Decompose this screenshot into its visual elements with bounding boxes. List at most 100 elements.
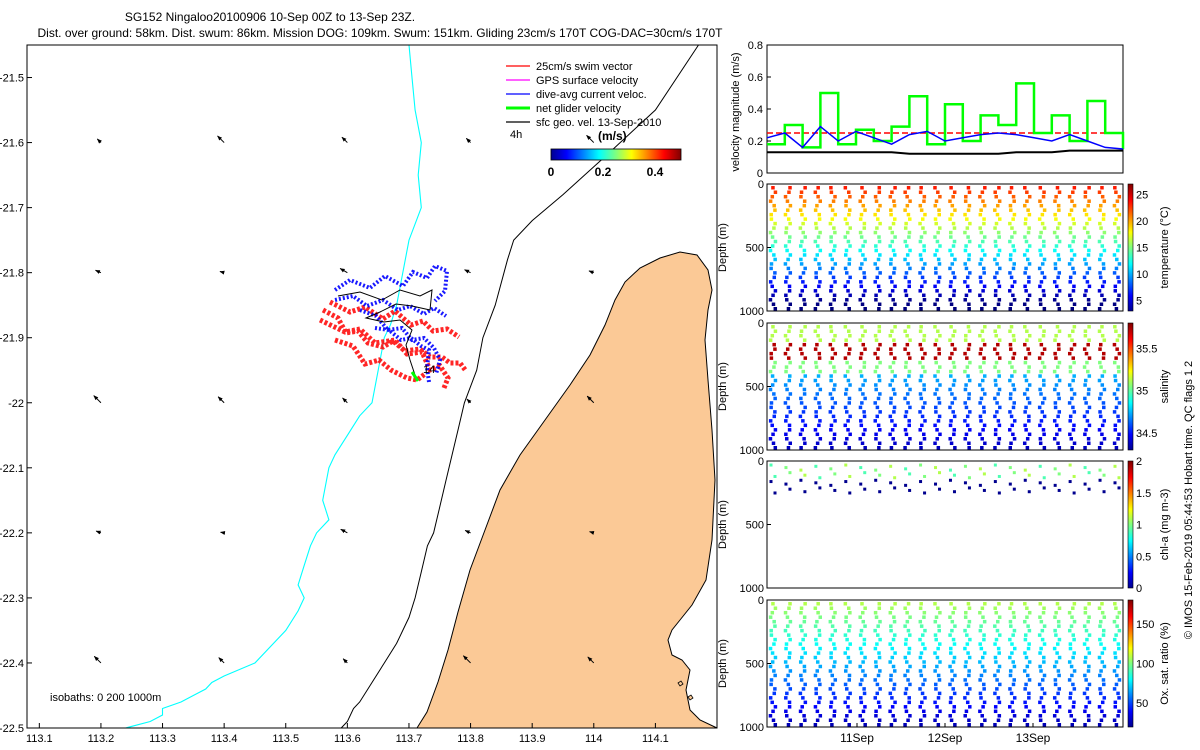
profile-dot [1100,423,1105,428]
legend-label: sfc geo. vel. 13-Sep-2010 [536,117,661,129]
profile-dot [1053,199,1057,203]
profile-dot [1008,637,1012,642]
profile-dot [1068,463,1072,467]
profile-dot [1068,691,1073,696]
profile-dot [1072,441,1077,446]
profile-dot [1039,669,1043,673]
profile-dot [875,414,879,419]
profile-dot [1070,615,1074,619]
profile-dot [769,217,774,221]
profile-dot [1057,446,1062,450]
profile-dot [982,284,987,289]
profile-dot [874,199,879,203]
profile-dot [773,491,777,495]
profile-dot [813,307,818,311]
profile-dot [963,696,967,700]
profile-dot [1009,691,1014,696]
profile-dot [891,714,895,718]
profile-dot [1112,302,1117,307]
sfc-velocity-arrow [217,396,225,404]
profile-dot [1056,302,1060,307]
profile-dot [952,414,957,419]
profile-dot [859,700,864,705]
profile-dot [1085,360,1089,365]
profile-dot [874,383,878,387]
profile-dot [878,360,882,365]
profile-dot [784,696,788,700]
profile-dot [875,682,880,687]
profile-dot [770,610,775,615]
profile-dot [907,235,911,239]
profile-dot [771,302,776,307]
profile-dot [1027,691,1031,696]
profile-dot [772,275,777,280]
profile-dot [1027,194,1032,199]
profile-dot [829,289,833,293]
profile-dot [799,329,804,333]
profile-dot [814,275,818,280]
profile-dot [877,723,881,727]
profile-dot [889,208,893,212]
velocity-ylabel: velocity magnitude (m/s) [730,52,742,171]
profile-dot [1101,262,1106,266]
profile-dot [828,221,833,226]
profile-dot [996,669,1000,673]
profile-dot [815,253,820,257]
profile-dot [921,266,925,271]
profile-dot [1087,633,1092,637]
profile-dot [799,468,803,472]
profile-dot [1037,356,1042,360]
profile-dot [1113,325,1117,329]
profile-dot [919,307,923,311]
profile-dot [817,628,822,633]
profile-dot [815,718,820,723]
profile-dot [1038,325,1043,329]
profile-dot [893,392,897,396]
profile-dot [1102,266,1106,271]
profile-dot [919,186,923,190]
profile-dot [800,628,804,633]
profile-dot [860,678,864,682]
profile-dot [993,463,997,467]
profile-dot [980,714,984,718]
profile-dot [1038,437,1043,441]
profile-dot [950,678,955,682]
profile-dot [1085,410,1090,414]
profile-dot [803,186,807,190]
profile-dot [862,410,866,414]
profile-dot [890,239,895,244]
profile-dot [1098,342,1103,347]
profile-dot [831,615,836,619]
profile-dot [1071,682,1075,687]
profile-dot [863,289,867,293]
profile-dot [1082,642,1087,646]
profile-dot [814,687,818,691]
profile-dot [1008,253,1013,257]
profile-dot [1102,615,1107,619]
profile-dot [784,226,789,230]
profile-dot [993,673,997,678]
profile-dot [1012,248,1017,253]
profile-dot [993,293,998,298]
profile-dot [816,651,821,655]
profile-dot [788,619,793,624]
profile-dot [863,624,867,628]
profile-dot [948,387,952,392]
profile-dot [773,208,777,212]
profile-dot [1054,356,1058,360]
profile-dot [965,414,970,419]
profile-dot [891,248,896,253]
profile-dot [1057,637,1062,642]
profile-dot [846,428,850,432]
profile-dot [786,217,791,221]
profile-dot [848,660,852,664]
profile-dot [993,329,997,333]
profile-dot [1083,244,1087,248]
profile-dot [843,217,848,221]
profile-dot [1083,383,1087,387]
profile-dot [770,194,775,199]
profile-dot [816,602,820,606]
profile-dot [785,691,789,696]
profile-dot [1055,325,1060,329]
profile-dot [993,428,998,432]
